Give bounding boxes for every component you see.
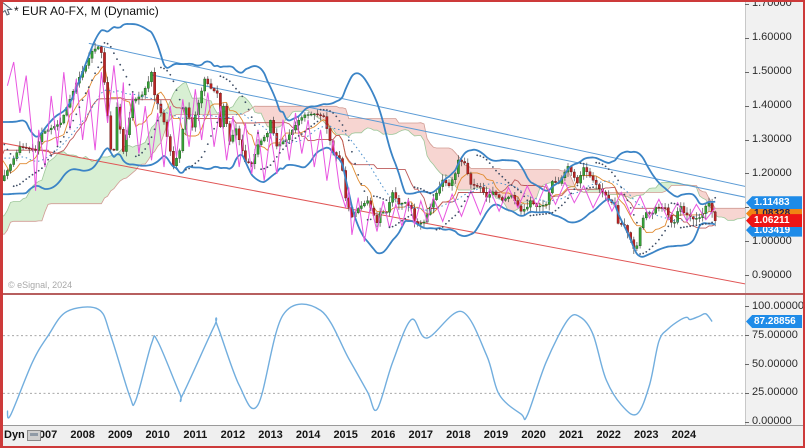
ichimoku-cloud (693, 185, 745, 221)
price-tick (745, 241, 749, 243)
time-axis-divider (2, 425, 803, 426)
year-label[interactable]: 2011 (183, 429, 208, 441)
price-tick (745, 173, 749, 175)
kijun-line (3, 97, 716, 229)
parabolic-sar-dots (3, 42, 717, 255)
oscillator-tick (745, 421, 749, 423)
dyn-mode-button[interactable]: Dyn (4, 429, 25, 441)
price-tick-label: 0.90000 (752, 268, 792, 281)
oscillator-line (6, 303, 713, 421)
blue-resistance-2[interactable] (151, 74, 799, 209)
bollinger-lower (3, 146, 716, 258)
year-label[interactable]: 2013 (258, 429, 283, 441)
year-label[interactable]: 2010 (145, 429, 170, 441)
oscillator-tick (745, 364, 749, 365)
oscillator-tick (745, 335, 749, 337)
oscillator-tick-label: 75.00000 (752, 328, 798, 341)
price-tick (745, 207, 749, 209)
year-label[interactable]: 2017 (408, 429, 434, 441)
price-tick-label: 1.00000 (752, 234, 792, 247)
price-badge: 1.11483 (746, 196, 802, 210)
year-label[interactable]: 2024 (671, 429, 697, 441)
price-tick (745, 71, 749, 73)
window-border-left (0, 0, 3, 448)
price-tick-label: 1.50000 (752, 65, 792, 78)
price-tick-label: 1.60000 (752, 31, 792, 44)
oscillator-tick (745, 392, 749, 394)
year-label[interactable]: 2021 (558, 429, 584, 441)
copyright-label: © eSignal, 2024 (8, 280, 73, 290)
price-tick (745, 139, 749, 141)
price-tick-label: 1.20000 (752, 166, 792, 179)
year-label[interactable]: 2009 (107, 429, 133, 441)
price-tick-label: 1.70000 (752, 0, 792, 10)
price-tick (745, 37, 749, 39)
oscillator-tick-label: 25.00000 (752, 386, 798, 399)
year-label[interactable]: 2012 (220, 429, 246, 441)
momentum-line (6, 61, 716, 242)
senkou-span-b (3, 105, 745, 235)
year-label[interactable]: 2019 (483, 429, 509, 441)
year-label[interactable]: 2014 (295, 429, 321, 441)
year-label[interactable]: 2015 (333, 429, 358, 441)
window-border-bottom (0, 446, 805, 448)
price-tick-label: 1.40000 (752, 99, 792, 112)
red-channel-line[interactable] (1, 142, 800, 295)
oscillator-tick-label: 0.00000 (752, 415, 792, 428)
price-tick (745, 105, 749, 107)
window-border-top (0, 0, 805, 2)
oscillator-tick-label: 50.00000 (752, 357, 798, 370)
year-label[interactable]: 2016 (370, 429, 396, 441)
ichimoku-cloud (254, 106, 578, 212)
blue-resistance-1[interactable] (88, 42, 800, 198)
year-label[interactable]: 2008 (70, 429, 95, 441)
year-label[interactable]: 2018 (446, 429, 471, 441)
oscillator-badge: 87.28856 (746, 315, 802, 328)
bollinger-upper (3, 23, 716, 206)
price-panel (1, 23, 800, 295)
panel-divider[interactable] (2, 293, 803, 295)
oscillator-tick (745, 306, 749, 308)
year-label[interactable]: 2022 (596, 429, 621, 441)
dyn-icon[interactable] (27, 430, 41, 441)
year-label[interactable]: 2023 (634, 429, 659, 441)
year-label[interactable]: 2020 (521, 429, 546, 441)
oscillator-panel (3, 303, 745, 421)
window-border-right (803, 0, 805, 448)
price-tick (745, 3, 749, 5)
axis-separator (745, 2, 746, 425)
ichimoku-cloud (3, 82, 255, 235)
tenkan-line (3, 64, 716, 233)
price-tick-label: 1.30000 (752, 133, 792, 145)
oscillator-tick-label: 100.00000 (752, 299, 804, 312)
price-tick (745, 275, 749, 277)
chart-title: * EUR A0-FX, M (Dynamic) (14, 4, 159, 18)
price-badge: 1.06211 (746, 214, 802, 228)
time-axis-strip[interactable] (2, 426, 803, 446)
